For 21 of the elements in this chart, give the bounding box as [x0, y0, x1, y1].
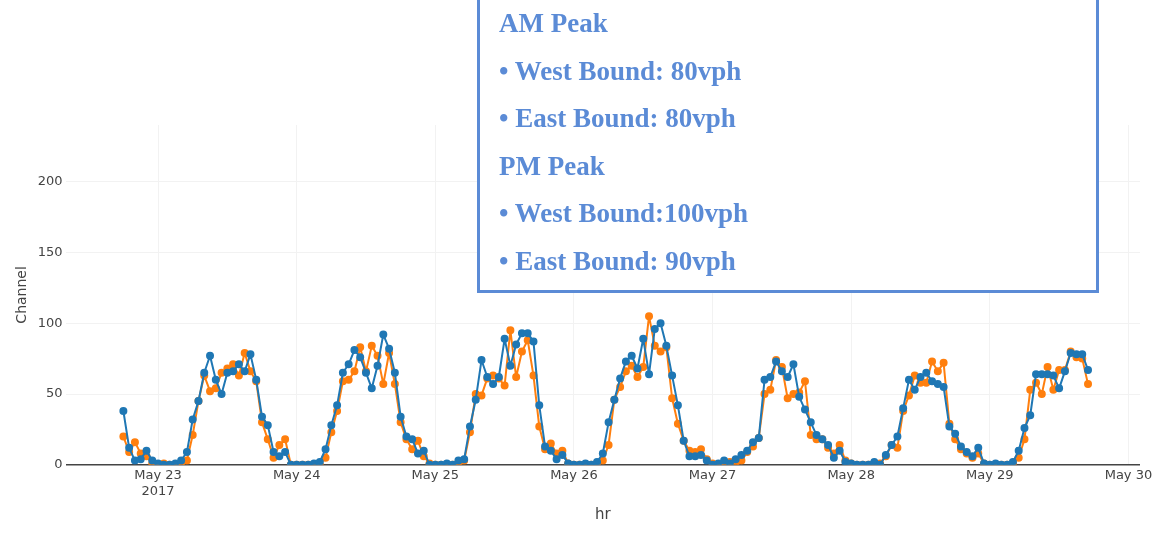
annotation: • West Bound:100vph [499, 197, 750, 230]
y-tick-label: 50 [46, 385, 63, 401]
x-tick-label: May 26 [550, 466, 598, 482]
text: • West Bound: 80vph [499, 54, 743, 88]
y-tick-label: 100 [37, 314, 63, 330]
x-tick-label: May 30 [1104, 466, 1153, 482]
x-tick-label: May 28 [827, 466, 875, 482]
x-tick-label: May 24 [272, 466, 321, 482]
annotation: • East Bound: 90vph [499, 244, 737, 278]
y-tick-label: 150 [37, 243, 63, 259]
y-tick-label: 0 [54, 456, 63, 472]
annotation: • East Bound: 80vph [499, 102, 737, 135]
x-axis-title: hr [594, 504, 612, 523]
y-tick-label: 200 [37, 173, 63, 189]
text: AM Peak [499, 7, 609, 40]
x-tick-label: May 23 2017 [134, 466, 182, 498]
x-tick-label: May 25 [411, 466, 460, 482]
y-axis-title: Channel [13, 266, 30, 324]
x-tick-label: May 27 [688, 466, 737, 482]
x-tick-label: May 29 [966, 466, 1014, 482]
annotation: PM Peak [499, 149, 606, 183]
